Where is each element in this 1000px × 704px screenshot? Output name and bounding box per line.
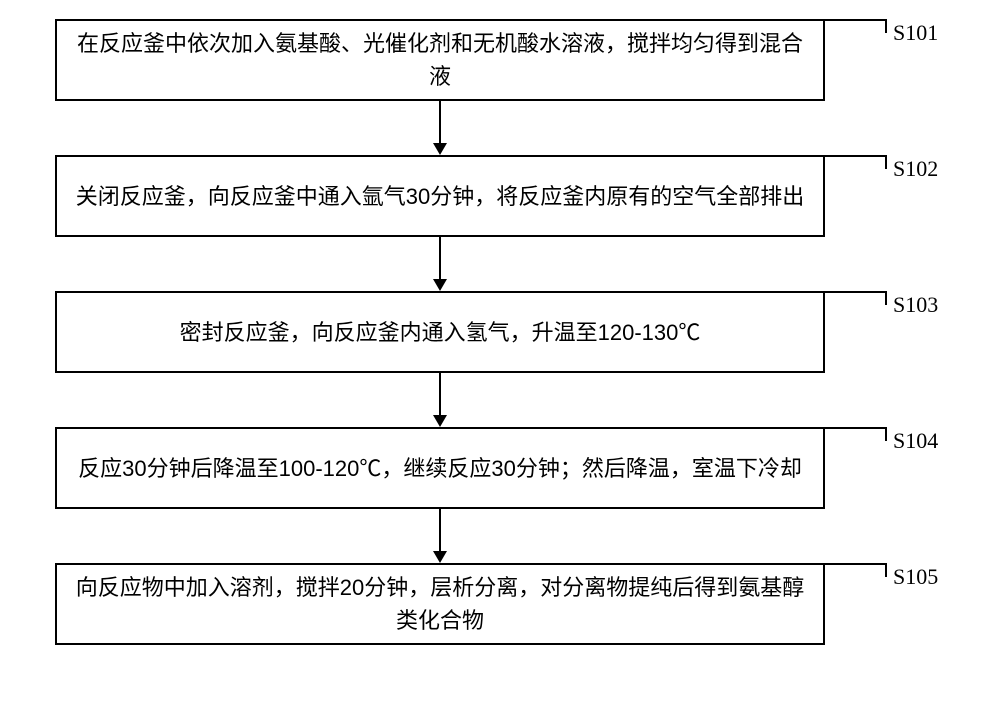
flow-arrow-shaft	[439, 237, 441, 279]
flow-step-label: S102	[893, 156, 938, 182]
flow-step-box: 向反应物中加入溶剂，搅拌20分钟，层析分离，对分离物提纯后得到氨基醇类化合物	[55, 563, 825, 645]
flow-step-text: 反应30分钟后降温至100-120℃，继续反应30分钟；然后降温，室温下冷却	[71, 452, 809, 485]
label-leader-horizontal	[825, 155, 887, 157]
label-leader-vertical	[885, 291, 887, 305]
label-leader-vertical	[885, 427, 887, 441]
flow-step-label: S103	[893, 292, 938, 318]
flow-step-box: 反应30分钟后降温至100-120℃，继续反应30分钟；然后降温，室温下冷却	[55, 427, 825, 509]
flow-step-text: 密封反应釜，向反应釜内通入氢气，升温至120-130℃	[71, 316, 809, 349]
label-leader-horizontal	[825, 19, 887, 21]
flow-arrow-head	[433, 415, 447, 427]
flow-step-text: 向反应物中加入溶剂，搅拌20分钟，层析分离，对分离物提纯后得到氨基醇类化合物	[71, 571, 809, 637]
label-leader-horizontal	[825, 427, 887, 429]
label-leader-horizontal	[825, 563, 887, 565]
flow-step-label: S101	[893, 20, 938, 46]
flow-arrow-shaft	[439, 509, 441, 551]
flow-arrow-head	[433, 279, 447, 291]
flow-arrow-shaft	[439, 101, 441, 143]
flow-step-box: 在反应釜中依次加入氨基酸、光催化剂和无机酸水溶液，搅拌均匀得到混合液	[55, 19, 825, 101]
flow-step-text: 在反应釜中依次加入氨基酸、光催化剂和无机酸水溶液，搅拌均匀得到混合液	[71, 27, 809, 93]
flow-step-label: S104	[893, 428, 938, 454]
label-leader-vertical	[885, 19, 887, 33]
label-leader-vertical	[885, 155, 887, 169]
flow-arrow-shaft	[439, 373, 441, 415]
flow-step-box: 密封反应釜，向反应釜内通入氢气，升温至120-130℃	[55, 291, 825, 373]
flow-step-text: 关闭反应釜，向反应釜中通入氩气30分钟，将反应釜内原有的空气全部排出	[71, 180, 809, 213]
flow-arrow-head	[433, 551, 447, 563]
flow-step-box: 关闭反应釜，向反应釜中通入氩气30分钟，将反应釜内原有的空气全部排出	[55, 155, 825, 237]
label-leader-vertical	[885, 563, 887, 577]
label-leader-horizontal	[825, 291, 887, 293]
flow-arrow-head	[433, 143, 447, 155]
flow-step-label: S105	[893, 564, 938, 590]
